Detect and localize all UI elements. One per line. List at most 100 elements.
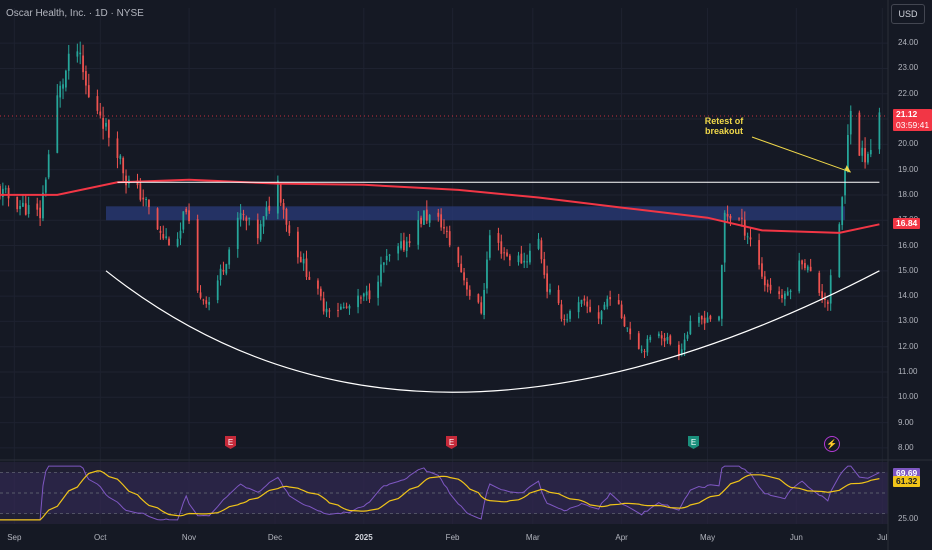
candle-body: [7, 187, 10, 199]
candle-body: [503, 252, 506, 254]
candle-body: [617, 300, 620, 305]
candle-body: [64, 70, 67, 88]
earnings-marker-icon[interactable]: E: [688, 436, 699, 449]
candle-body: [339, 306, 342, 310]
candle-body: [543, 259, 546, 275]
candle-body: [818, 272, 821, 293]
candle-body: [125, 175, 127, 186]
candle-body: [660, 335, 663, 339]
candle-body: [549, 289, 551, 293]
candle-body: [703, 317, 706, 324]
candle-body: [428, 214, 431, 223]
candle-body: [440, 214, 443, 228]
candle-body: [821, 291, 824, 299]
candle-body: [299, 256, 302, 263]
chart-title: Oscar Health, Inc. · 1D · NYSE: [6, 8, 144, 19]
annotation-line-1: Retest of: [704, 116, 744, 126]
candle-body: [4, 188, 7, 190]
candle-body: [259, 224, 262, 240]
candle-body: [360, 297, 362, 299]
candle-body: [448, 231, 451, 246]
candle-body: [589, 306, 591, 312]
price-tick-label: 19.00: [898, 164, 919, 174]
candle-body: [319, 288, 322, 297]
candle-body: [24, 203, 27, 215]
candle-body: [219, 268, 222, 280]
candle-body: [761, 263, 763, 277]
candle-body: [486, 259, 488, 289]
candle-body: [325, 308, 328, 313]
candle-body: [145, 199, 147, 201]
candle-body: [743, 219, 746, 236]
candle-body: [557, 289, 560, 304]
rsi-value-tag: 69.69: [893, 467, 921, 479]
candle-body: [508, 255, 511, 261]
price-tick-label: 23.00: [898, 63, 919, 73]
price-tick-label: 16.00: [898, 240, 919, 250]
candle-body: [256, 219, 259, 239]
candle-body: [789, 290, 792, 293]
candle-body: [480, 302, 483, 314]
earnings-marker-icon[interactable]: E: [446, 436, 457, 449]
candle-body: [698, 316, 700, 323]
candle-body: [107, 119, 110, 138]
candle-body: [629, 328, 632, 335]
candle-body: [566, 319, 569, 321]
candle-body: [425, 209, 428, 221]
candle-body: [142, 197, 145, 200]
candle-body: [483, 289, 485, 315]
candle-body: [700, 315, 703, 320]
candle-body: [577, 302, 580, 313]
price-tick-label: 20.00: [898, 139, 919, 149]
candle-body: [382, 262, 385, 265]
earnings-marker-icon[interactable]: E: [225, 436, 236, 449]
price-tick-label: 8.00: [898, 442, 914, 452]
candle-body: [729, 215, 732, 219]
candle-body: [368, 290, 371, 300]
candle-body: [228, 249, 231, 265]
candle-body: [477, 294, 480, 303]
candle-body: [182, 211, 185, 230]
candle-body: [279, 183, 282, 203]
candle-body: [609, 297, 612, 300]
candle-body: [506, 252, 508, 256]
candle-body: [85, 71, 87, 86]
time-tick-label: Feb: [445, 533, 460, 542]
candle-body: [443, 226, 445, 229]
candle-body: [423, 210, 425, 225]
candle-body: [0, 186, 1, 197]
price-tick-label: 12.00: [898, 341, 919, 351]
candle-body: [488, 235, 491, 258]
candle-body: [148, 199, 150, 208]
candle-body: [39, 207, 41, 219]
support-zone: [105, 206, 846, 221]
candle-body: [282, 203, 285, 210]
overlays: [0, 115, 888, 393]
candle-body: [718, 316, 720, 321]
candle-body: [526, 261, 528, 263]
candle-body: [297, 231, 299, 258]
candle-body: [626, 327, 629, 329]
candle-body: [322, 298, 325, 312]
candle-body: [185, 208, 188, 213]
candle-body: [643, 351, 646, 353]
dividend-lightning-icon[interactable]: ⚡: [824, 436, 840, 452]
candle-body: [783, 293, 786, 300]
price-tick-label: 9.00: [898, 417, 914, 427]
candle-body: [600, 311, 603, 320]
candle-body: [216, 280, 219, 301]
candle-body: [620, 304, 623, 319]
candle-body: [867, 153, 869, 163]
currency-button[interactable]: USD: [891, 4, 925, 24]
candle-body: [342, 307, 345, 309]
candle-body: [405, 241, 408, 251]
candle-body: [236, 217, 239, 249]
candle-body: [408, 241, 411, 244]
candle-body: [105, 122, 107, 127]
candle-body: [709, 315, 712, 320]
candle-body: [196, 219, 199, 291]
candle-body: [242, 213, 245, 215]
candle-body: [457, 247, 460, 263]
candle-body: [199, 292, 202, 298]
